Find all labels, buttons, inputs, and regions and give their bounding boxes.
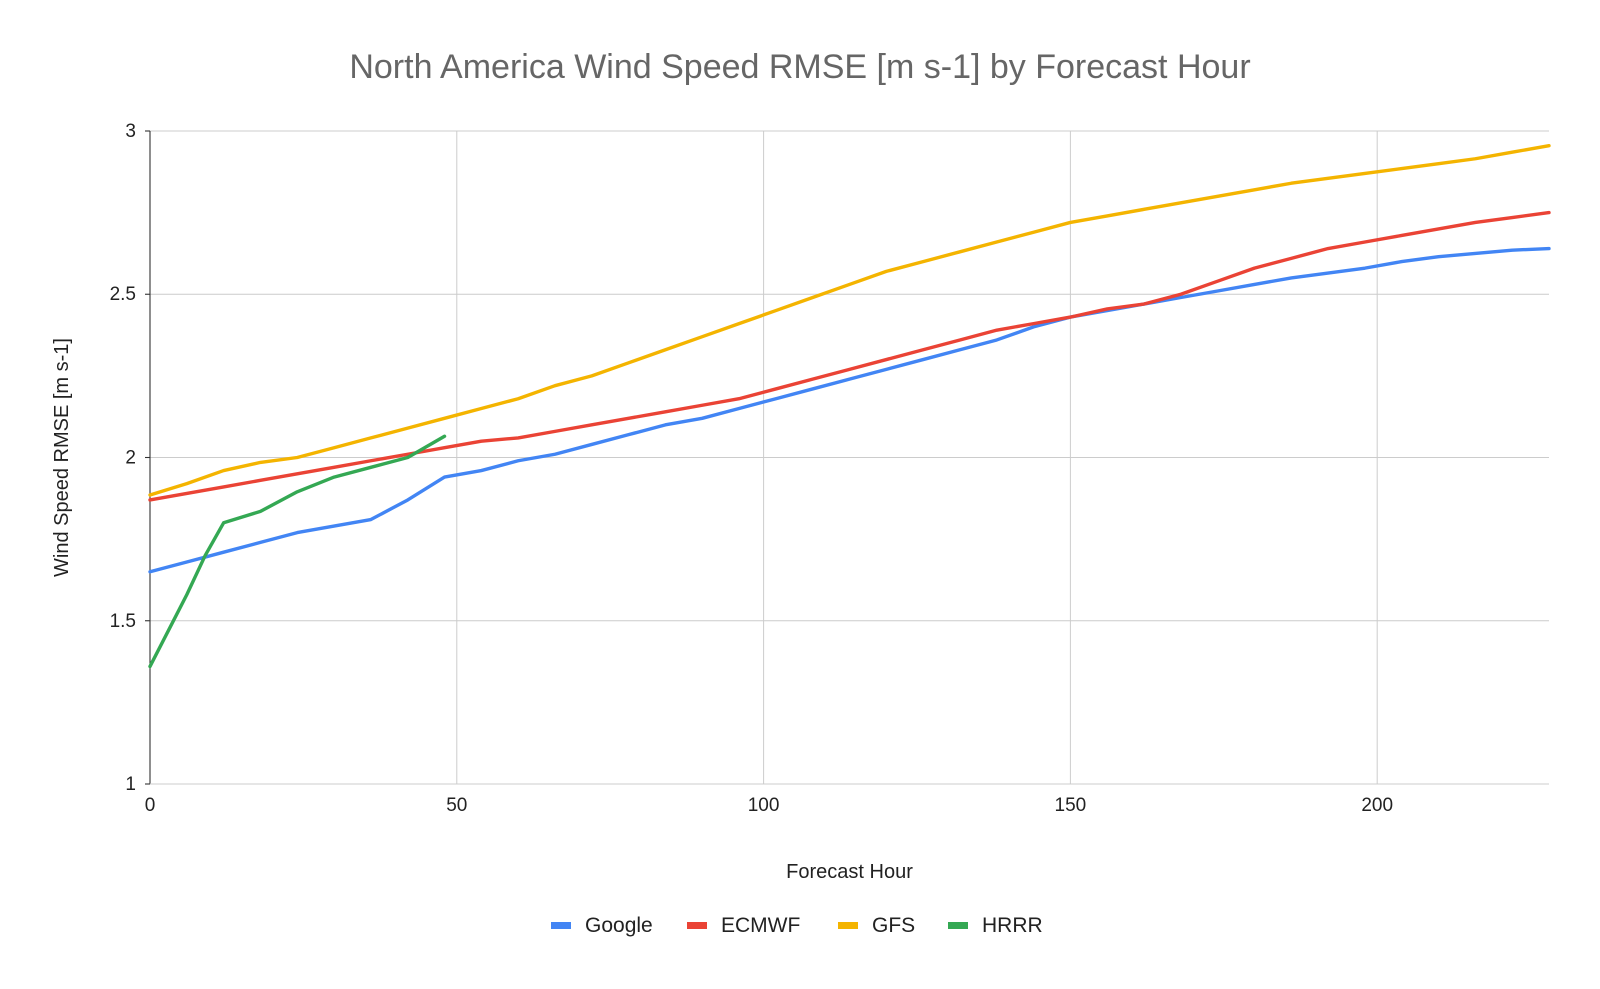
svg-text:2: 2: [125, 448, 136, 469]
svg-text:Wind Speed RMSE [m s-1]: Wind Speed RMSE [m s-1]: [51, 338, 73, 577]
svg-text:50: 50: [446, 795, 467, 816]
svg-text:1.5: 1.5: [110, 611, 136, 632]
svg-text:Forecast Hour: Forecast Hour: [786, 861, 913, 883]
svg-text:3: 3: [125, 121, 136, 142]
svg-text:Google: Google: [585, 914, 653, 937]
svg-text:ECMWF: ECMWF: [721, 914, 800, 937]
svg-text:1: 1: [125, 774, 136, 795]
svg-text:0: 0: [145, 795, 156, 816]
svg-text:GFS: GFS: [872, 914, 915, 937]
svg-text:150: 150: [1055, 795, 1087, 816]
svg-text:200: 200: [1361, 795, 1393, 816]
svg-text:100: 100: [748, 795, 780, 816]
svg-text:2.5: 2.5: [110, 284, 136, 305]
svg-text:HRRR: HRRR: [982, 914, 1043, 937]
